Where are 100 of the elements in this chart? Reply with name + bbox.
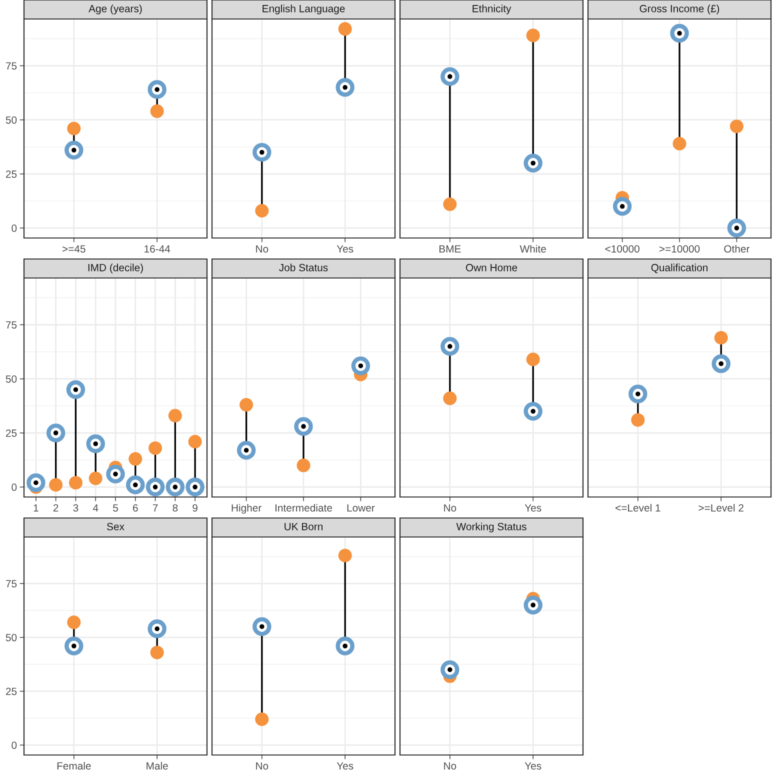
point <box>443 197 457 212</box>
point <box>526 352 540 366</box>
point <box>64 636 84 656</box>
y-tick-label: 75 <box>6 321 17 329</box>
point <box>26 473 46 492</box>
point <box>64 140 84 160</box>
chart-title: English Language <box>262 4 345 14</box>
point <box>440 67 460 86</box>
point <box>150 646 164 660</box>
point <box>86 434 105 454</box>
point <box>714 330 728 344</box>
point <box>148 80 166 99</box>
point <box>126 476 145 494</box>
point <box>524 402 542 421</box>
point <box>106 464 125 484</box>
point <box>524 596 542 614</box>
y-tick-label: 50 <box>6 375 17 383</box>
x-tick-label: BME <box>439 245 461 252</box>
point <box>88 472 102 486</box>
point <box>255 712 269 726</box>
point <box>128 452 142 466</box>
point <box>440 337 460 356</box>
x-tick-label: 4 <box>92 504 98 512</box>
point <box>68 476 82 490</box>
y-tick-label: 25 <box>6 429 17 437</box>
point <box>186 478 204 496</box>
x-tick-label: Lower <box>347 504 375 512</box>
point <box>148 619 166 638</box>
point <box>524 154 542 172</box>
point <box>66 380 86 400</box>
point <box>146 478 165 496</box>
x-tick-label: Yes <box>524 762 542 770</box>
y-tick-label: 75 <box>6 62 17 70</box>
x-tick-label: >=Level 2 <box>698 504 744 512</box>
point <box>628 384 648 404</box>
y-tick-label: 50 <box>6 116 17 124</box>
point <box>338 548 352 562</box>
y-tick-label: 50 <box>6 634 17 642</box>
point <box>294 417 313 436</box>
point <box>49 478 63 492</box>
point <box>166 478 185 496</box>
x-tick-label: 16-44 <box>144 245 170 253</box>
x-tick-label: <=Level 1 <box>616 504 660 512</box>
point <box>351 356 370 376</box>
x-tick-label: Other <box>724 244 750 253</box>
y-tick-label: 25 <box>6 688 17 696</box>
point <box>336 636 354 656</box>
x-tick-label: Female <box>57 762 91 770</box>
point <box>336 78 354 97</box>
point <box>440 660 460 680</box>
chart-title: Own Home <box>466 264 518 272</box>
point <box>240 398 254 412</box>
chart-title: Qualification <box>651 264 708 274</box>
point <box>727 218 746 238</box>
point <box>188 434 202 448</box>
chart-title: Age (years) <box>88 4 142 14</box>
x-tick-label: 2 <box>53 504 58 512</box>
x-tick-label: 5 <box>113 504 118 512</box>
point <box>338 22 352 36</box>
chart-title: Ethnicity <box>472 4 512 14</box>
point <box>236 440 256 460</box>
x-tick-label: No <box>256 762 268 770</box>
chart-title: Job Status <box>279 264 328 272</box>
x-tick-label: No <box>444 762 456 770</box>
x-tick-label: No <box>444 504 456 512</box>
point <box>46 424 66 442</box>
x-tick-label: 7 <box>152 504 158 512</box>
x-tick-label: Yes <box>524 504 542 512</box>
x-tick-label: White <box>520 244 546 253</box>
point <box>670 24 689 43</box>
point <box>296 458 310 472</box>
y-tick-label: 75 <box>6 580 17 588</box>
point <box>67 616 81 630</box>
x-tick-label: <10000 <box>605 245 640 253</box>
point <box>255 204 269 218</box>
x-tick-label: Yes <box>336 245 354 253</box>
point <box>443 392 457 406</box>
point <box>730 120 744 134</box>
chart-title: Working Status <box>456 522 526 532</box>
chart-title: Gross Income (£) <box>640 4 720 14</box>
x-tick-label: 8 <box>172 504 178 512</box>
x-tick-label: >=45 <box>62 245 86 253</box>
x-tick-label: 3 <box>73 504 78 512</box>
y-tick-label: 25 <box>6 170 17 178</box>
chart-title: UK Born <box>284 523 323 530</box>
x-tick-label: 9 <box>192 504 198 512</box>
x-tick-label: 1 <box>34 504 38 512</box>
x-tick-label: 6 <box>133 504 138 512</box>
point <box>712 354 730 374</box>
x-tick-label: Male <box>146 762 168 770</box>
point <box>148 441 162 455</box>
point <box>150 104 164 118</box>
point <box>252 142 272 162</box>
y-tick-label: 0 <box>12 484 17 491</box>
point <box>672 136 686 150</box>
point <box>631 413 645 427</box>
x-tick-label: Yes <box>336 762 354 770</box>
y-tick-label: 0 <box>12 224 17 232</box>
x-tick-label: >=10000 <box>659 245 700 253</box>
point <box>526 28 540 42</box>
